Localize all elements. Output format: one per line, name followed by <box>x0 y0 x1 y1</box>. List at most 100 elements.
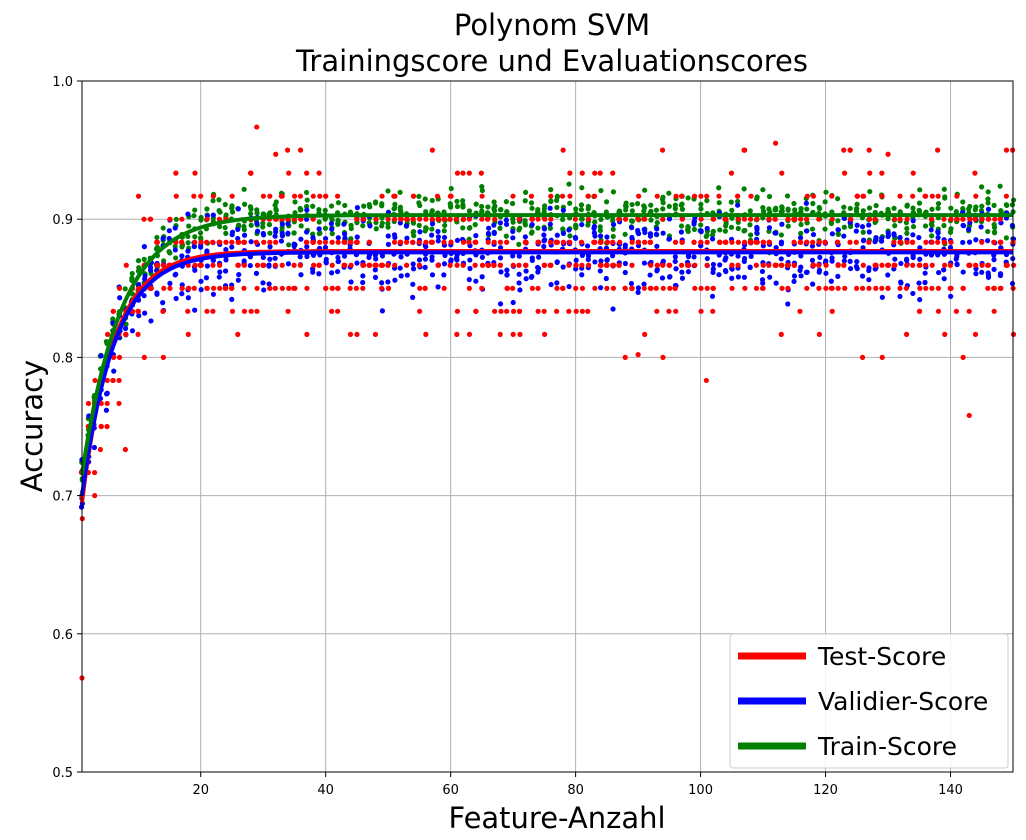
data-point <box>422 256 428 262</box>
data-point <box>323 285 329 291</box>
data-point <box>728 170 735 176</box>
data-point <box>598 216 604 223</box>
data-point <box>728 199 734 205</box>
data-point <box>598 239 604 245</box>
data-point <box>629 285 635 291</box>
data-point <box>392 234 398 241</box>
data-point <box>292 199 298 205</box>
data-point <box>859 273 866 279</box>
data-point <box>560 264 566 270</box>
data-point <box>692 285 698 291</box>
data-point <box>297 262 303 268</box>
data-point <box>816 204 822 211</box>
data-point <box>866 205 873 211</box>
data-point <box>467 265 473 272</box>
data-point <box>429 197 435 204</box>
outlier-point <box>273 151 279 157</box>
data-point <box>867 188 873 195</box>
data-point <box>504 308 510 314</box>
data-point <box>847 239 853 245</box>
data-point <box>585 193 591 199</box>
data-point <box>291 243 298 249</box>
y-tick-label: 0.6 <box>52 628 73 643</box>
data-point <box>317 193 323 199</box>
data-point <box>979 203 985 209</box>
data-point <box>241 285 247 291</box>
data-point <box>261 287 267 293</box>
data-point <box>966 226 972 232</box>
data-point <box>735 274 741 280</box>
data-point <box>653 285 659 291</box>
data-point <box>435 216 442 222</box>
data-point <box>704 225 710 232</box>
data-point <box>492 216 498 222</box>
data-point <box>298 236 304 242</box>
data-point <box>503 217 509 223</box>
data-point <box>479 193 485 199</box>
data-point <box>485 239 491 245</box>
data-point <box>785 207 791 213</box>
data-point <box>554 232 560 238</box>
data-point <box>766 225 773 231</box>
data-point <box>754 239 760 245</box>
data-point <box>566 308 572 314</box>
data-point <box>335 235 341 241</box>
data-point <box>254 210 260 216</box>
data-point <box>685 254 692 260</box>
data-point <box>235 239 241 245</box>
data-point <box>198 239 204 245</box>
data-point <box>142 310 148 316</box>
data-point <box>310 216 316 222</box>
data-point <box>322 239 329 245</box>
data-point <box>323 193 329 199</box>
data-point <box>535 216 541 222</box>
data-point <box>185 211 191 217</box>
data-point <box>698 201 704 207</box>
data-point <box>161 285 167 291</box>
data-point <box>804 285 810 291</box>
data-point <box>810 231 817 238</box>
data-point <box>678 193 685 199</box>
data-point <box>942 331 948 337</box>
data-point <box>611 262 617 268</box>
data-point <box>285 261 292 267</box>
data-point <box>454 237 461 244</box>
data-point <box>522 222 528 228</box>
data-point <box>360 262 366 268</box>
data-point <box>291 193 298 199</box>
data-point <box>704 262 710 268</box>
data-point <box>473 233 479 239</box>
data-point <box>892 223 898 229</box>
data-point <box>335 220 341 226</box>
data-point <box>642 216 648 222</box>
data-point <box>973 237 979 243</box>
data-point <box>222 201 228 208</box>
data-point <box>835 273 841 279</box>
data-point <box>286 285 292 291</box>
data-point <box>698 239 704 245</box>
data-point <box>935 200 942 207</box>
data-point <box>379 253 386 259</box>
data-point <box>979 239 985 245</box>
data-point <box>985 200 991 206</box>
data-point <box>529 216 535 222</box>
data-point <box>622 285 628 291</box>
data-point <box>816 239 822 245</box>
data-point <box>473 239 479 245</box>
data-point <box>417 216 423 222</box>
data-point <box>735 216 742 222</box>
data-point <box>892 216 898 222</box>
data-point <box>185 295 191 301</box>
data-point <box>204 216 210 222</box>
data-point <box>341 253 348 259</box>
data-point <box>286 242 292 248</box>
data-point <box>672 285 678 291</box>
data-point <box>373 199 379 205</box>
data-point <box>510 331 516 337</box>
data-point <box>942 262 948 268</box>
data-point <box>347 331 354 337</box>
data-point <box>791 273 798 279</box>
data-point <box>860 245 866 251</box>
data-point <box>522 189 529 195</box>
data-point <box>1003 202 1009 208</box>
